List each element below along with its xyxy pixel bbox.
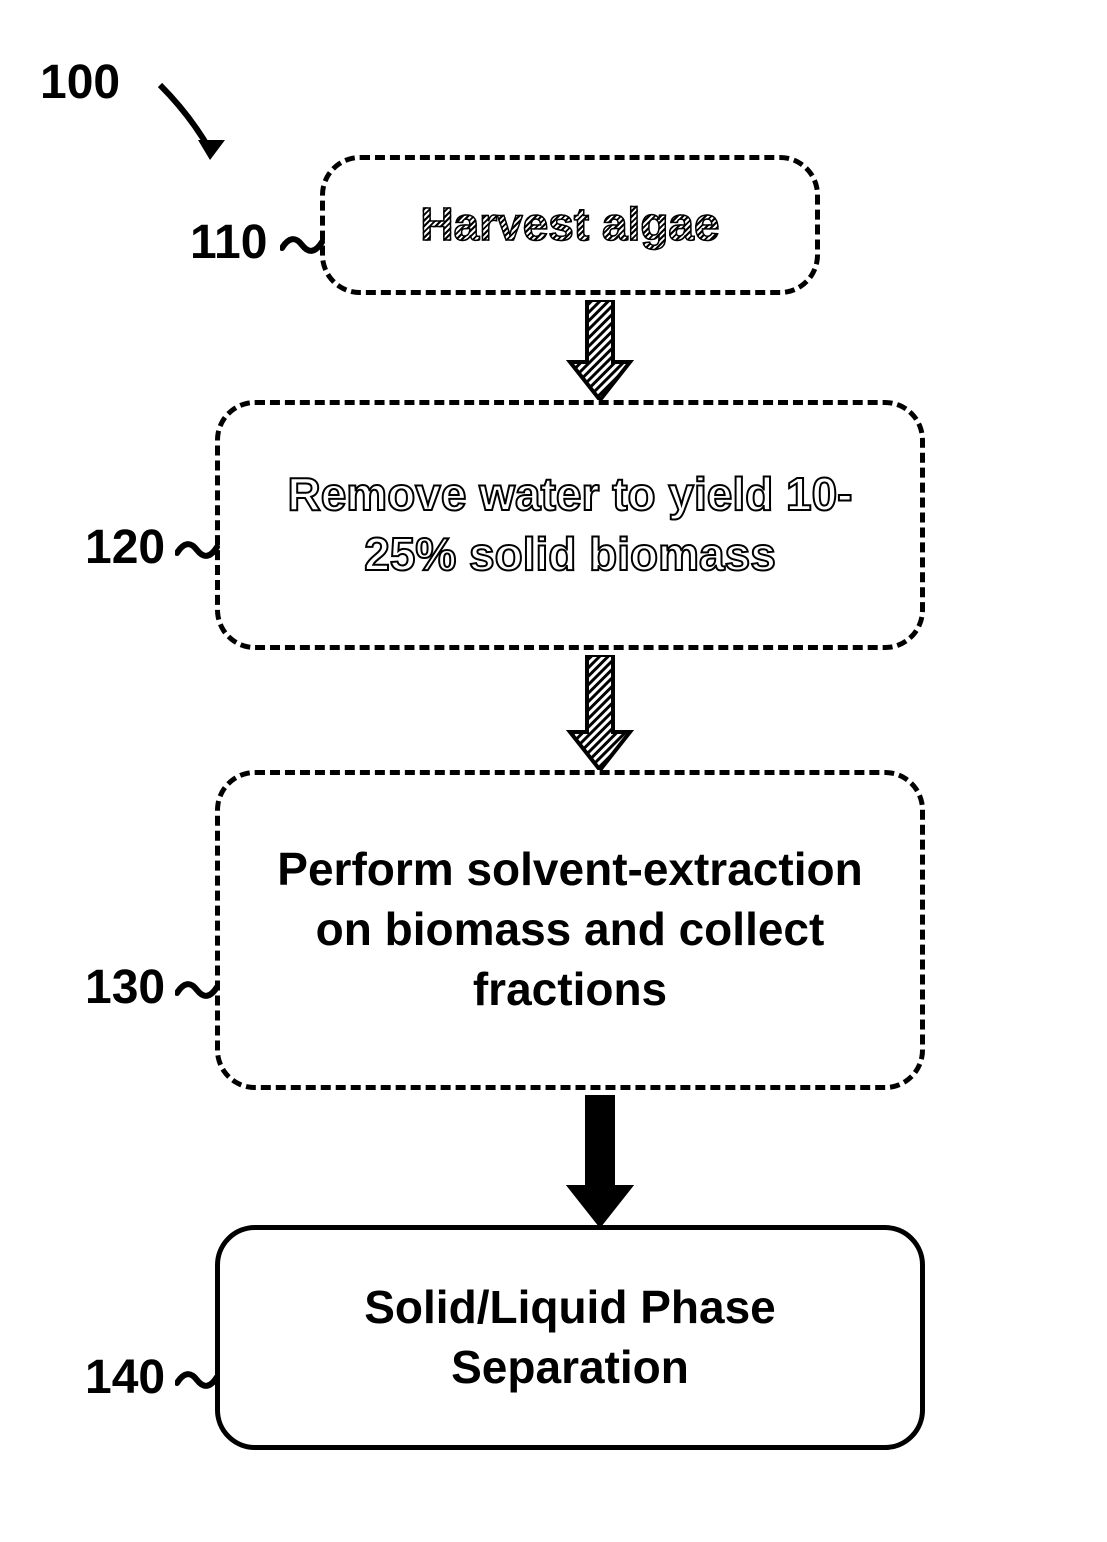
step-120-label: 120 [85, 520, 165, 575]
step-140-text: Solid/Liquid Phase Separation [250, 1278, 890, 1398]
step-130-label: 130 [85, 960, 165, 1015]
step-130-text: Perform solvent-extraction on biomass an… [250, 840, 890, 1019]
step-120-box: Remove water to yield 10-25% solid bioma… [215, 400, 925, 650]
tilde-connector [175, 535, 220, 565]
flow-arrow [565, 1095, 635, 1225]
step-130-box: Perform solvent-extraction on biomass an… [215, 770, 925, 1090]
step-110-box: Harvest algae [320, 155, 820, 295]
flow-arrow [565, 655, 635, 770]
step-140-box: Solid/Liquid Phase Separation [215, 1225, 925, 1450]
tilde-connector [280, 230, 325, 260]
diagram-ref-label: 100 [40, 55, 120, 110]
step-110-text: Harvest algae [420, 195, 719, 255]
diagram-ref-arrow [150, 75, 260, 185]
step-120-text: Remove water to yield 10-25% solid bioma… [250, 465, 890, 585]
tilde-connector [175, 1365, 220, 1395]
step-110-label: 110 [190, 215, 267, 270]
tilde-connector [175, 975, 220, 1005]
step-140-label: 140 [85, 1350, 165, 1405]
flow-arrow [565, 300, 635, 400]
